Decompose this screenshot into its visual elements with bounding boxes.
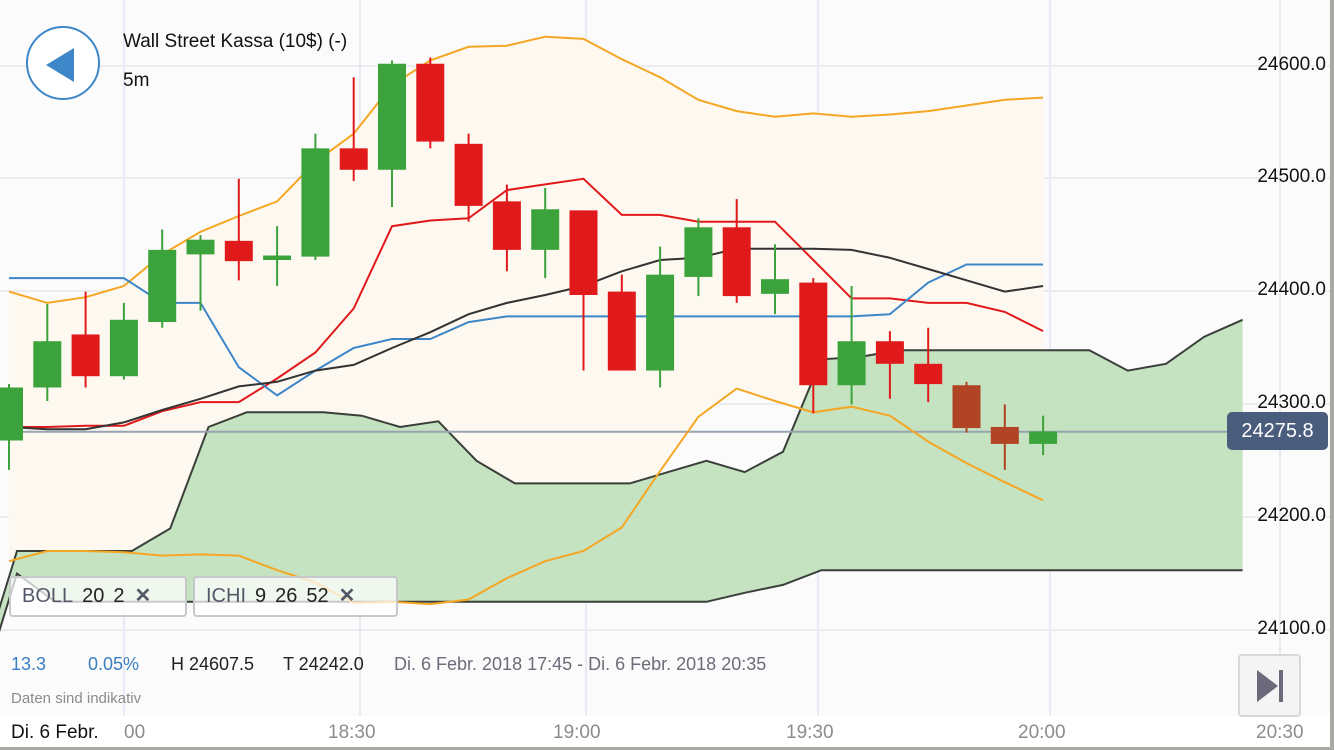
candle-body (263, 255, 292, 261)
indicator-param: 26 (275, 585, 298, 607)
candle-body (952, 385, 981, 429)
instrument-title: Wall Street Kassa (10$) (-) (123, 31, 348, 52)
indicator-param: 52 (306, 585, 329, 607)
back-arrow-icon (46, 48, 74, 82)
x-axis-label: 19:30 (786, 722, 834, 743)
candle-body (148, 249, 177, 323)
indicator-name: ICHI (206, 585, 246, 607)
candle-body (109, 319, 138, 377)
candle-body (684, 227, 713, 277)
bollinger-middle-line (9, 177, 1044, 428)
y-axis-label: 24100.0 (1257, 618, 1326, 639)
close-icon[interactable]: ✕ (338, 585, 356, 607)
candle-body (875, 341, 904, 364)
change-percent: 0.05% (88, 654, 140, 674)
candle-body (914, 363, 943, 385)
candle-body (607, 291, 636, 371)
candle-body (339, 148, 368, 170)
bollinger-upper-line (8, 35, 1044, 304)
candle-body (761, 279, 789, 294)
disclaimer: Daten sind indikativ (11, 690, 142, 707)
change-value: 13.3 (11, 654, 47, 674)
indicator-param: 2 (113, 585, 125, 607)
high-value: H 24607.5 (171, 654, 255, 674)
candle-body (33, 341, 62, 388)
x-axis-date: Di. 6 Febr. (11, 722, 107, 744)
low-value: T 24242.0 (283, 654, 364, 674)
skip-to-end-icon (1257, 670, 1283, 702)
indicator-name: BOLL (22, 585, 74, 607)
indicator-param: 20 (82, 585, 105, 607)
x-axis (0, 716, 1330, 747)
x-axis-label: 19:00 (553, 722, 601, 743)
y-axis-label: 24200.0 (1257, 505, 1326, 526)
senkou-a-line (0, 318, 1244, 610)
y-axis-label: 24500.0 (1257, 166, 1326, 187)
candle-body (71, 334, 100, 377)
indicator-chip-ichi[interactable]: ICHI 9 26 52 ✕ (193, 576, 398, 617)
candle-body (186, 239, 215, 255)
indicator-param: 9 (255, 585, 267, 607)
candle-body (990, 426, 1019, 444)
indicator-chip-boll[interactable]: BOLL 20 2 ✕ (9, 576, 187, 617)
candle-body (722, 227, 751, 297)
candle-body (0, 387, 23, 441)
candle-body (569, 210, 598, 295)
candle-body (492, 201, 521, 250)
x-axis-label: 18:30 (328, 722, 376, 743)
jump-to-end-button[interactable] (1238, 654, 1301, 717)
date-range: Di. 6 Febr. 2018 17:45 - Di. 6 Febr. 201… (394, 654, 767, 674)
tenkan-line (9, 263, 1044, 397)
y-axis-label: 24600.0 (1257, 54, 1326, 75)
candle-body (454, 143, 483, 206)
x-axis-label: 00 (124, 722, 146, 743)
x-axis-label: 20:30 (1256, 722, 1304, 743)
back-button[interactable] (26, 26, 100, 100)
candle-body (301, 148, 330, 257)
candle-body (531, 209, 560, 250)
current-price-tag: 24275.8 (1227, 412, 1328, 450)
candle-body (646, 274, 675, 371)
y-axis-label: 24400.0 (1257, 279, 1326, 300)
y-axis-label: 24300.0 (1257, 392, 1326, 413)
candle-body (1029, 431, 1058, 444)
interval-label: 5m (123, 70, 150, 91)
candle-body (799, 282, 828, 386)
candle-body (837, 341, 866, 386)
x-axis-label: 20:00 (1018, 722, 1066, 743)
candle-body (378, 63, 406, 170)
close-icon[interactable]: ✕ (134, 585, 152, 607)
candle-body (416, 63, 445, 142)
kijun-line (8, 247, 1044, 431)
candle-body (224, 240, 253, 262)
ichimoku-cloud (0, 319, 1243, 629)
bollinger-lower-line (8, 387, 1044, 606)
